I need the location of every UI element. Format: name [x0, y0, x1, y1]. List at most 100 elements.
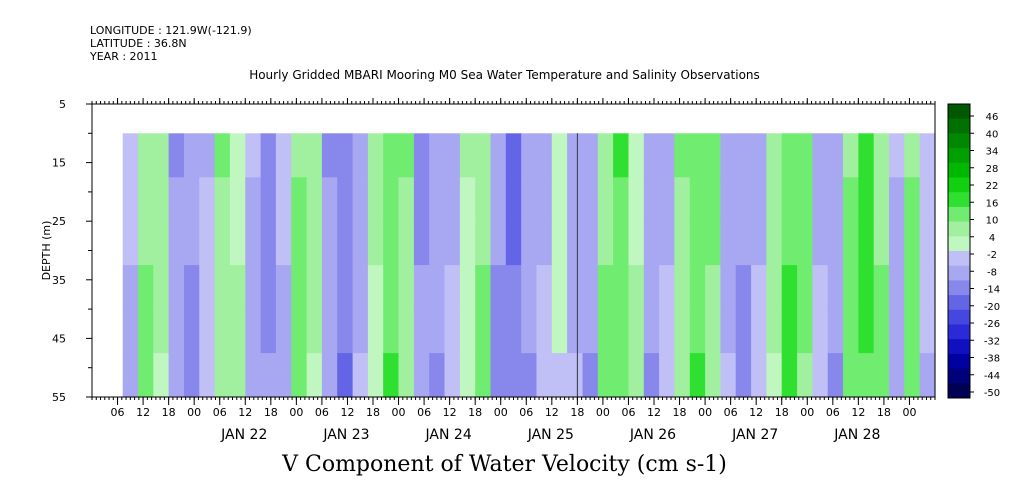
- colorbar-label: 22: [986, 181, 999, 192]
- heatmap-cell: [138, 133, 154, 178]
- heatmap-cell: [613, 353, 629, 398]
- heatmap-cell: [383, 177, 400, 222]
- heatmap-cell: [291, 221, 308, 266]
- heatmap-cell: [398, 265, 415, 310]
- heatmap-cell: [827, 353, 844, 398]
- heatmap-cell: [613, 133, 629, 178]
- heatmap-cell: [689, 221, 706, 266]
- heatmap-cell: [383, 133, 400, 178]
- colorbar-swatch: [948, 236, 970, 252]
- x-hour-label: 12: [647, 406, 661, 419]
- x-hour-label: 18: [673, 406, 687, 419]
- heatmap-cell: [827, 133, 844, 178]
- colorbar-swatch: [948, 162, 970, 178]
- heatmap-cell: [827, 177, 844, 222]
- heatmap-cell: [138, 221, 154, 266]
- heatmap-cell: [628, 133, 645, 178]
- x-hour-label: 06: [621, 406, 635, 419]
- heatmap-cell: [720, 309, 737, 354]
- heatmap-cell: [551, 309, 568, 354]
- heatmap-cell: [781, 133, 798, 178]
- heatmap-cell: [751, 133, 767, 178]
- heatmap-cell: [812, 221, 829, 266]
- colorbar-swatch: [948, 104, 970, 120]
- heatmap-cell: [521, 353, 538, 398]
- heatmap-cell: [858, 265, 875, 310]
- heatmap-cell: [674, 353, 691, 398]
- heatmap-cell: [122, 133, 139, 178]
- heatmap-cell: [214, 221, 231, 266]
- heatmap-cell: [413, 353, 430, 398]
- heatmap-cell: [597, 309, 614, 354]
- heatmap-cell: [720, 177, 737, 222]
- heatmap-cell: [413, 177, 430, 222]
- colorbar-swatch: [948, 206, 970, 223]
- heatmap-cell: [797, 133, 813, 178]
- heatmap-cell: [643, 353, 660, 398]
- heatmap-cell: [843, 177, 859, 222]
- colorbar-swatch: [948, 295, 970, 311]
- colorbar-swatch: [948, 192, 970, 208]
- heatmap-cell: [153, 177, 170, 222]
- heatmap-cell: [398, 177, 415, 222]
- y-tick-label: 15: [52, 157, 66, 170]
- heatmap-cell: [705, 265, 721, 310]
- colorbar-swatch: [948, 339, 970, 355]
- heatmap-cell: [184, 265, 200, 310]
- heatmap-cell: [214, 177, 231, 222]
- heatmap-cell: [168, 133, 185, 178]
- heatmap-cell: [367, 353, 384, 398]
- x-hour-label: 12: [851, 406, 865, 419]
- heatmap-cell: [751, 265, 767, 310]
- heatmap-cell: [904, 353, 921, 398]
- heatmap-cell: [735, 221, 752, 266]
- heatmap-cell: [919, 265, 936, 310]
- heatmap-cell: [567, 265, 583, 310]
- x-day-label: JAN 26: [629, 427, 676, 443]
- y-tick-label: 45: [52, 332, 66, 345]
- heatmap-cell: [873, 353, 890, 398]
- heatmap-cell: [444, 221, 461, 266]
- colorbar-label: -50: [984, 388, 1000, 399]
- x-hour-label: 12: [545, 406, 559, 419]
- heatmap-cell: [367, 133, 384, 178]
- heatmap-cell: [889, 309, 905, 354]
- x-hour-label: 06: [213, 406, 227, 419]
- heatmap-cell: [229, 221, 246, 266]
- heatmap-cell: [229, 353, 246, 398]
- heatmap-cell: [383, 353, 400, 398]
- heatmap-cell: [766, 353, 783, 398]
- heatmap-cell: [138, 309, 154, 354]
- heatmap-cell: [337, 133, 354, 178]
- colorbar-swatch: [948, 148, 970, 164]
- heatmap-cell: [812, 353, 829, 398]
- heatmap-cell: [321, 133, 338, 178]
- heatmap-cell: [138, 177, 154, 222]
- heatmap-cell: [413, 221, 430, 266]
- heatmap-cell: [904, 265, 921, 310]
- heatmap-cell: [536, 265, 553, 310]
- heatmap-cell: [459, 353, 476, 398]
- heatmap-cell: [490, 353, 507, 398]
- x-hour-label: 00: [289, 406, 303, 419]
- heatmap-cell: [337, 177, 354, 222]
- heatmap-cell: [459, 309, 476, 354]
- heatmap-cell: [168, 177, 185, 222]
- colorbar: 46 40 34 28 22 16 10 4 -2 -8 -14 -20 -26 -32 -38 -44 -50: [947, 103, 1000, 399]
- heatmap-cell: [168, 353, 185, 398]
- y-tick-label: 25: [52, 215, 66, 228]
- heatmap-cell: [613, 221, 629, 266]
- heatmap-cell: [797, 265, 813, 310]
- heatmap-cell: [153, 309, 170, 354]
- heatmap-cell: [153, 133, 170, 178]
- heatmap-cell: [827, 221, 844, 266]
- heatmap-cell: [858, 309, 875, 354]
- heatmap-cell: [827, 309, 844, 354]
- heatmap-cell: [521, 221, 538, 266]
- heatmap-cell: [858, 133, 875, 178]
- heatmap-cell: [245, 353, 262, 398]
- heatmap-cell: [199, 177, 216, 222]
- x-hour-label: 06: [315, 406, 329, 419]
- x-hour-label: 00: [800, 406, 814, 419]
- heatmap-cell: [551, 177, 568, 222]
